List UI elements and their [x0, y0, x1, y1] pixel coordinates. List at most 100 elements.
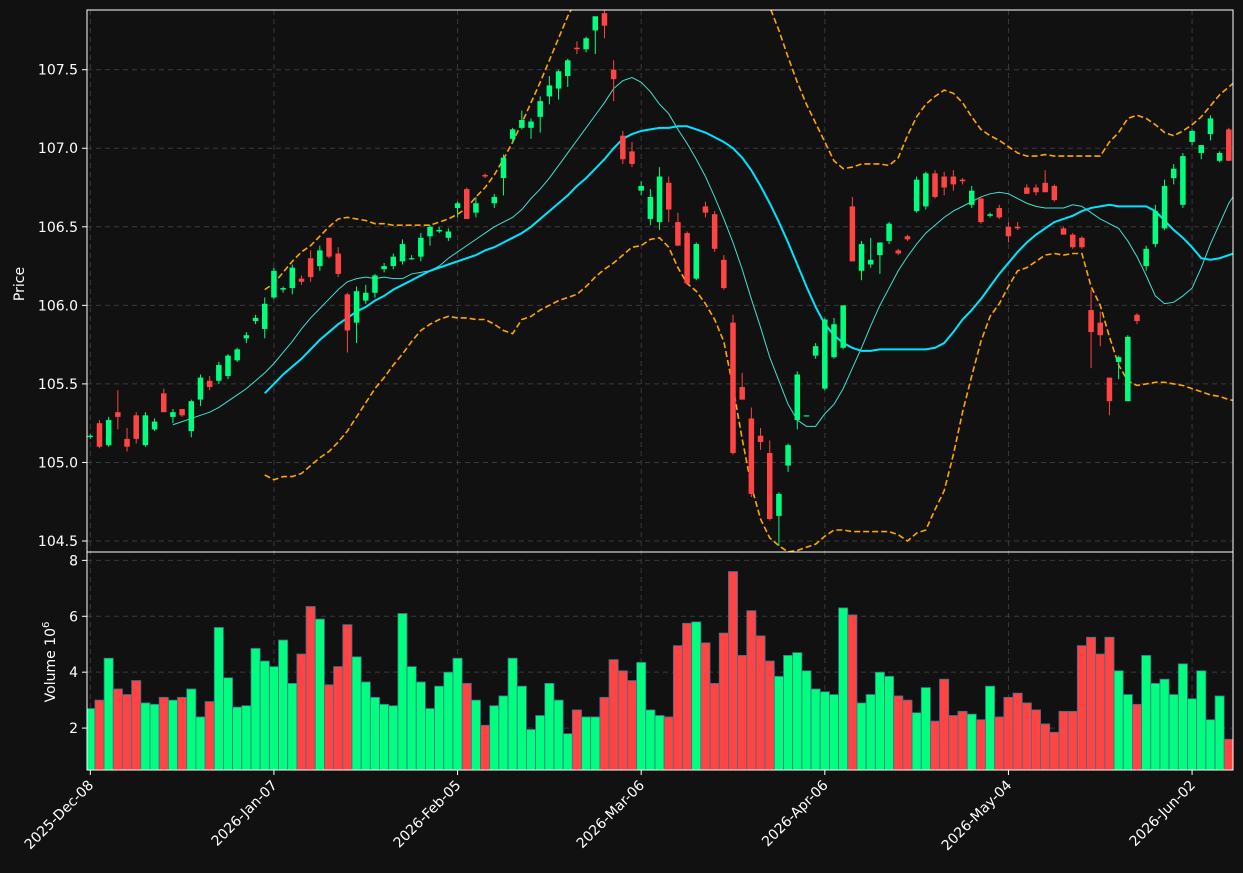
volume-bar — [1196, 670, 1207, 770]
volume-bar — [287, 682, 298, 770]
candle — [142, 412, 149, 447]
candle — [216, 361, 222, 384]
candle-body — [721, 259, 727, 289]
candle — [564, 58, 571, 87]
candle — [1216, 151, 1223, 163]
volume-bar — [608, 659, 619, 770]
candle — [482, 173, 488, 179]
candle — [1097, 311, 1104, 347]
candle — [1024, 184, 1030, 194]
volume-bar — [480, 724, 491, 770]
candle-body — [950, 176, 957, 185]
candle — [822, 317, 828, 391]
candle-body — [1216, 152, 1223, 161]
candle — [895, 248, 902, 256]
volume-bar — [379, 703, 390, 770]
volume-bar — [1076, 645, 1087, 770]
candle-body — [307, 258, 314, 278]
candle — [739, 372, 745, 400]
candle-body — [445, 231, 452, 238]
candle-body — [1060, 228, 1067, 235]
volume-bar — [177, 696, 188, 770]
volume-bar — [415, 681, 426, 770]
volume-bar — [1177, 663, 1188, 770]
candle-body — [748, 418, 755, 494]
short-moving-average-line — [172, 77, 1233, 427]
candle — [684, 231, 690, 285]
volume-bar — [1223, 738, 1233, 770]
candle — [867, 237, 874, 268]
candle — [160, 388, 167, 413]
volume-bar — [654, 715, 665, 770]
candle — [473, 196, 479, 218]
candle — [1088, 289, 1094, 369]
candle — [638, 181, 644, 196]
candle-body — [1152, 211, 1159, 245]
candle — [877, 242, 883, 274]
volume-bar — [636, 661, 647, 770]
candle — [427, 225, 433, 246]
candle-body — [675, 222, 681, 246]
candle-body — [509, 129, 516, 139]
candle — [436, 226, 442, 234]
candle-body — [932, 173, 938, 197]
candle-body — [491, 196, 498, 204]
volume-bar — [278, 639, 289, 770]
volume-axis-exponent: 6 — [41, 622, 52, 628]
candle — [234, 347, 240, 362]
candle — [252, 314, 259, 325]
candle-body — [867, 259, 874, 265]
candle-body — [390, 256, 397, 267]
candle-body — [399, 244, 406, 262]
candle-body — [482, 174, 488, 177]
candle-body — [923, 173, 929, 207]
volume-tick-label: 8 — [69, 553, 78, 569]
candle-body — [785, 445, 791, 466]
candle-body — [289, 267, 296, 289]
volume-bar — [562, 733, 573, 770]
candle-body — [858, 244, 865, 271]
candle — [665, 176, 672, 223]
volume-bar — [1104, 636, 1115, 770]
price-tick-label: 104.5 — [38, 534, 78, 550]
long-moving-average-line — [264, 125, 1233, 395]
candle-body — [583, 38, 589, 50]
candle-body — [555, 71, 562, 89]
candle-body — [895, 250, 902, 254]
volume-bar — [1012, 692, 1023, 770]
volume-bar — [305, 606, 316, 770]
candle — [730, 314, 736, 455]
volume-bar — [103, 657, 114, 770]
candle — [794, 371, 801, 430]
candle-body — [1226, 129, 1232, 161]
candle-body — [252, 317, 259, 322]
volume-bar — [957, 710, 968, 770]
candle — [978, 196, 984, 224]
candle-body — [546, 85, 553, 97]
volume-bar — [149, 703, 160, 770]
volume-bar — [975, 719, 986, 770]
candle-body — [987, 214, 993, 216]
candle-body — [996, 207, 1003, 218]
candle — [776, 492, 782, 546]
volume-bar — [819, 691, 830, 770]
volume-bar — [902, 699, 913, 770]
candle-body — [115, 412, 121, 417]
candle-body — [188, 401, 195, 432]
candle-body — [418, 237, 424, 257]
candle-body — [766, 453, 773, 520]
candle-body — [1079, 237, 1085, 248]
candle-body — [344, 294, 351, 331]
price-tick-label: 106.0 — [38, 298, 78, 314]
candle — [381, 262, 387, 273]
price-tick-label: 105.0 — [38, 455, 78, 471]
candle — [1152, 204, 1159, 248]
candle — [950, 170, 957, 191]
volume-bar — [1113, 670, 1124, 770]
candle-body — [1134, 314, 1140, 322]
candle — [206, 376, 213, 391]
candle — [335, 247, 341, 278]
candle — [390, 253, 397, 270]
candle-body — [170, 412, 176, 417]
candle-body — [877, 242, 883, 256]
